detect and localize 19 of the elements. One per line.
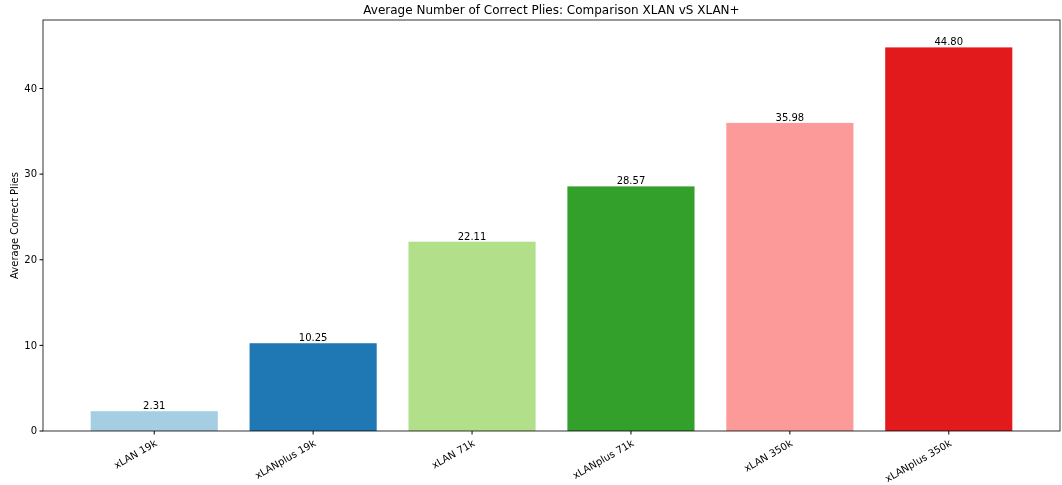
- data-label: 22.11: [457, 230, 487, 242]
- bar: [885, 47, 1013, 431]
- y-axis-title: Average Correct Plies: [9, 172, 20, 279]
- data-label: 10.25: [298, 332, 328, 344]
- y-tick-label: 30: [24, 168, 37, 180]
- y-tick-label: 0: [30, 425, 37, 437]
- data-label: 35.98: [775, 111, 805, 123]
- bar: [567, 186, 695, 431]
- bar: [408, 241, 536, 431]
- data-label: 2.31: [143, 400, 166, 412]
- bar: [726, 122, 854, 431]
- y-tick-label: 20: [24, 253, 37, 265]
- bar: [90, 411, 218, 431]
- y-tick-label: 40: [24, 82, 37, 94]
- y-tick-label: 10: [24, 339, 37, 351]
- data-label: 44.80: [934, 36, 964, 48]
- bar: [249, 343, 377, 431]
- chart-title: Average Number of Correct Plies: Comparison XLAN vS XLAN+: [363, 3, 740, 17]
- data-label: 28.57: [616, 175, 646, 187]
